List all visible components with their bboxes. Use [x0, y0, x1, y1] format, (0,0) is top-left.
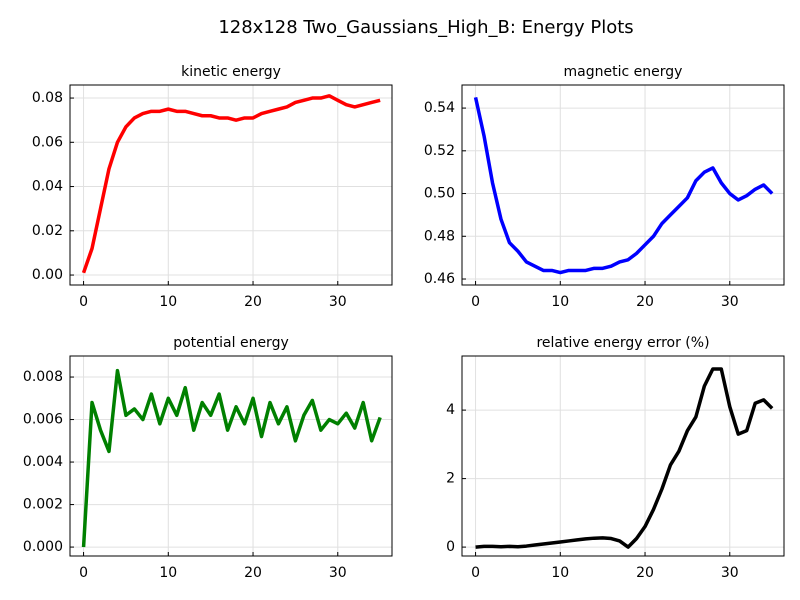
data-line	[81, 368, 382, 548]
y-tick-label: 4	[446, 402, 455, 418]
panel-title: magnetic energy	[564, 64, 683, 80]
data-line	[475, 367, 774, 549]
y-tick-label: 0	[446, 539, 455, 555]
axes-frame	[69, 355, 393, 557]
x-tick-label: 30	[721, 294, 739, 310]
y-tick-label: 0.50	[424, 186, 455, 202]
y-tick-label: 0.04	[32, 179, 63, 195]
axes-frame	[461, 355, 785, 557]
y-tick-label: 0.08	[32, 90, 63, 106]
x-tick-label: 10	[551, 565, 569, 581]
x-tick-label: 0	[471, 294, 480, 310]
y-tick-label: 2	[446, 471, 455, 487]
y-tick-label: 0.000	[23, 539, 63, 555]
y-tick-label: 0.004	[23, 454, 63, 470]
x-tick-label: 30	[329, 294, 347, 310]
y-tick-label: 0.008	[23, 369, 63, 385]
y-tick-label: 0.06	[32, 134, 63, 150]
data-line	[473, 97, 774, 275]
panel-title: relative energy error (%)	[536, 335, 709, 351]
y-tick-label: 0.002	[23, 497, 63, 513]
x-tick-label: 30	[329, 565, 347, 581]
y-tick-label: 0.52	[424, 143, 455, 159]
y-tick-label: 0.54	[424, 100, 455, 116]
panel-title: kinetic energy	[181, 64, 281, 80]
y-tick-label: 0.006	[23, 412, 63, 428]
x-tick-label: 0	[79, 565, 88, 581]
x-tick-label: 10	[159, 565, 177, 581]
x-tick-label: 20	[244, 565, 262, 581]
y-tick-label: 0.00	[32, 267, 63, 283]
y-tick-label: 0.02	[32, 223, 63, 239]
data-line	[81, 94, 381, 274]
x-tick-label: 20	[636, 565, 654, 581]
x-tick-label: 10	[551, 294, 569, 310]
x-tick-label: 20	[244, 294, 262, 310]
x-tick-label: 0	[79, 294, 88, 310]
figure-title: 128x128 Two_Gaussians_High_B: Energy Plo…	[218, 17, 633, 38]
axes-frame	[69, 84, 393, 286]
panel-title: potential energy	[173, 335, 289, 351]
y-tick-label: 0.48	[424, 228, 455, 244]
x-tick-label: 0	[471, 565, 480, 581]
x-tick-label: 10	[159, 294, 177, 310]
x-tick-label: 30	[721, 565, 739, 581]
x-tick-label: 20	[636, 294, 654, 310]
y-tick-label: 0.46	[424, 271, 455, 287]
axes-frame	[461, 84, 785, 286]
